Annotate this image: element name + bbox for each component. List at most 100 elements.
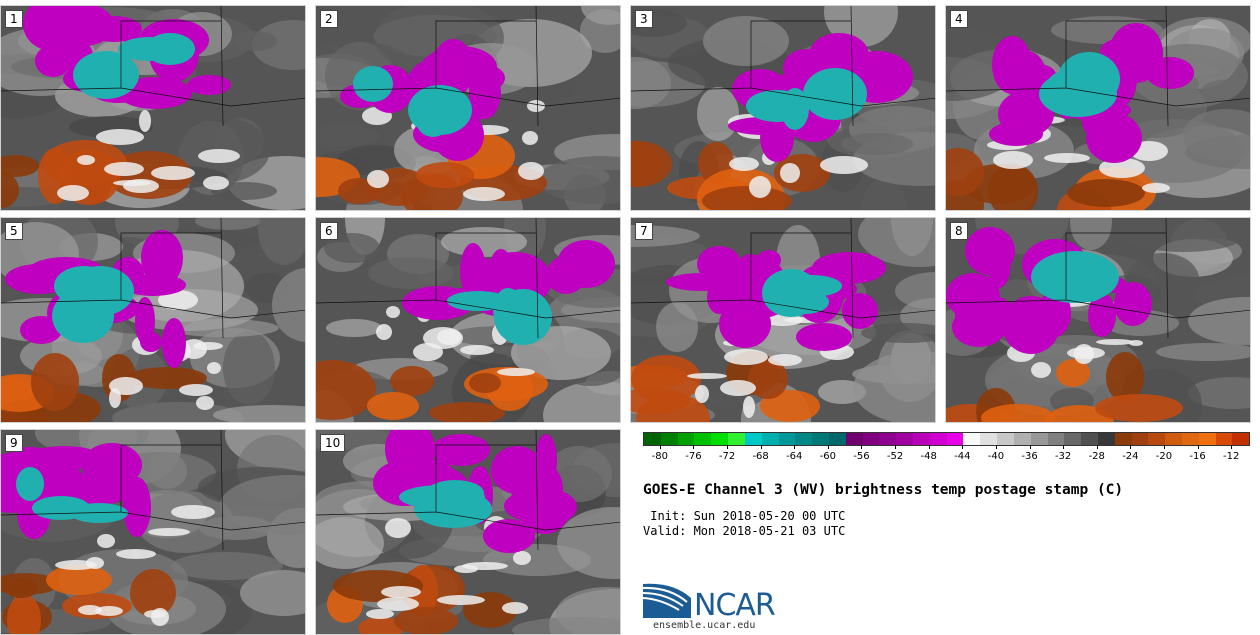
colorbar-tick-label: -68: [752, 451, 769, 462]
colorbar-tick-mark: [659, 445, 661, 449]
panel-number-label: 5: [5, 222, 23, 240]
panel-number-label: 2: [320, 10, 338, 28]
colorbar-tick-mark: [827, 445, 829, 449]
colorbar-segment: [744, 433, 762, 445]
colorbar-segment: [728, 433, 745, 445]
panel-number-label: 8: [950, 222, 968, 240]
postage-stamp-panel: 8: [945, 217, 1251, 423]
colorbar-tick-mark: [1096, 445, 1098, 449]
colorbar-tick-mark: [1163, 445, 1165, 449]
colorbar-tick-mark: [760, 445, 762, 449]
postage-stamp-panel: 9: [0, 429, 306, 635]
colorbar-segment: [711, 433, 729, 445]
colorbar-segment: [1148, 433, 1166, 445]
colorbar-tick-mark: [727, 445, 729, 449]
colorbar-tick-label: -80: [651, 451, 668, 462]
colorbar-tick-label: -28: [1088, 451, 1105, 462]
colorbar-tick-label: -20: [1155, 451, 1173, 462]
colorbar-tick-label: -60: [819, 451, 837, 462]
colorbar-tick-label: -44: [954, 451, 971, 462]
panel-number-label: 4: [950, 10, 968, 28]
colorbar-tick-mark: [1130, 445, 1132, 449]
colorbar-tick-label: -48: [920, 451, 937, 462]
colorbar-tick-mark: [861, 445, 863, 449]
colorbar-tick-label: -72: [718, 451, 736, 462]
colorbar-segment: [963, 433, 981, 445]
colorbar-segment: [913, 433, 930, 445]
postage-stamp-panel: 1: [0, 5, 306, 211]
colorbar-segment: [896, 433, 913, 445]
colorbar-tick-mark: [693, 445, 695, 449]
colorbar-segment: [1114, 433, 1132, 445]
panel-number-label: 7: [635, 222, 653, 240]
colorbar-segment: [677, 433, 695, 445]
colorbar-segment: [862, 433, 880, 445]
figure-title: GOES-E Channel 3 (WV) brightness temp po…: [643, 482, 1124, 498]
colorbar-tick-mark: [1231, 445, 1233, 449]
colorbar-segment: [1131, 433, 1149, 445]
panel-number-label: 3: [635, 10, 653, 28]
panel-number-label: 6: [320, 222, 338, 240]
colorbar-segment: [1013, 433, 1031, 445]
colorbar-segment: [1232, 433, 1250, 445]
colorbar-segment: [1165, 433, 1182, 445]
colorbar-tick-label: -12: [1223, 451, 1240, 462]
colorbar-tick-label: -32: [1054, 451, 1072, 462]
colorbar: [643, 432, 1250, 446]
colorbar-tick-mark: [794, 445, 796, 449]
colorbar-segment: [980, 433, 998, 445]
colorbar-segment: [660, 433, 678, 445]
postage-stamp-panel: 5: [0, 217, 306, 423]
colorbar-segment: [1047, 433, 1065, 445]
colorbar-tick-label: -36: [1021, 451, 1038, 462]
postage-stamp-panel: 10: [315, 429, 621, 635]
valid-time: Valid: Mon 2018-05-21 03 UTC: [643, 524, 846, 538]
colorbar-segment: [946, 433, 964, 445]
colorbar-tick-mark: [1197, 445, 1199, 449]
colorbar-tick-label: -64: [786, 451, 803, 462]
postage-stamp-panel: 2: [315, 5, 621, 211]
colorbar-segment: [997, 433, 1014, 445]
colorbar-segment: [929, 433, 947, 445]
colorbar-segment: [1097, 433, 1115, 445]
colorbar-segment: [879, 433, 897, 445]
ncar-logo-text: NCAR: [694, 588, 776, 623]
colorbar-segment: [812, 433, 829, 445]
colorbar-segment: [1081, 433, 1098, 445]
colorbar-segment: [1198, 433, 1216, 445]
init-time: Init: Sun 2018-05-20 00 UTC: [643, 509, 846, 523]
postage-stamp-panel: 3: [630, 5, 936, 211]
postage-stamp-panel: 6: [315, 217, 621, 423]
colorbar-segment: [1030, 433, 1048, 445]
colorbar-segment: [778, 433, 796, 445]
colorbar-segment: [1215, 433, 1233, 445]
colorbar-tick-mark: [962, 445, 964, 449]
colorbar-ticks: -80 -76 -72 -68 -64 -60 -56 -52 -48 -44 -40 -36 -32 -…: [643, 445, 1248, 465]
colorbar-tick-mark: [1029, 445, 1031, 449]
colorbar-tick-label: -16: [1189, 451, 1206, 462]
postage-stamp-panel: 7: [630, 217, 936, 423]
colorbar-tick-label: -40: [987, 451, 1005, 462]
panel-number-label: 9: [5, 434, 23, 452]
panel-number-label: 10: [320, 434, 346, 452]
colorbar-tick-label: -76: [685, 451, 702, 462]
colorbar-tick-mark: [995, 445, 997, 449]
colorbar-segment: [1182, 433, 1199, 445]
panel-number-label: 1: [5, 10, 23, 28]
colorbar-tick-mark: [895, 445, 897, 449]
colorbar-segment: [761, 433, 779, 445]
source-url: ensemble.ucar.edu: [653, 620, 756, 631]
postage-stamp-panel: 4: [945, 5, 1251, 211]
colorbar-segment: [845, 433, 863, 445]
colorbar-tick-label: -52: [886, 451, 904, 462]
colorbar-segment: [828, 433, 846, 445]
colorbar-segment: [694, 433, 712, 445]
ncar-logo-icon: [643, 583, 691, 618]
colorbar-tick-mark: [928, 445, 930, 449]
colorbar-segment: [1064, 433, 1082, 445]
colorbar-tick-label: -24: [1122, 451, 1139, 462]
colorbar-tick-mark: [1063, 445, 1065, 449]
colorbar-segment: [795, 433, 813, 445]
colorbar-segment: [644, 433, 661, 445]
colorbar-tick-label: -56: [853, 451, 870, 462]
